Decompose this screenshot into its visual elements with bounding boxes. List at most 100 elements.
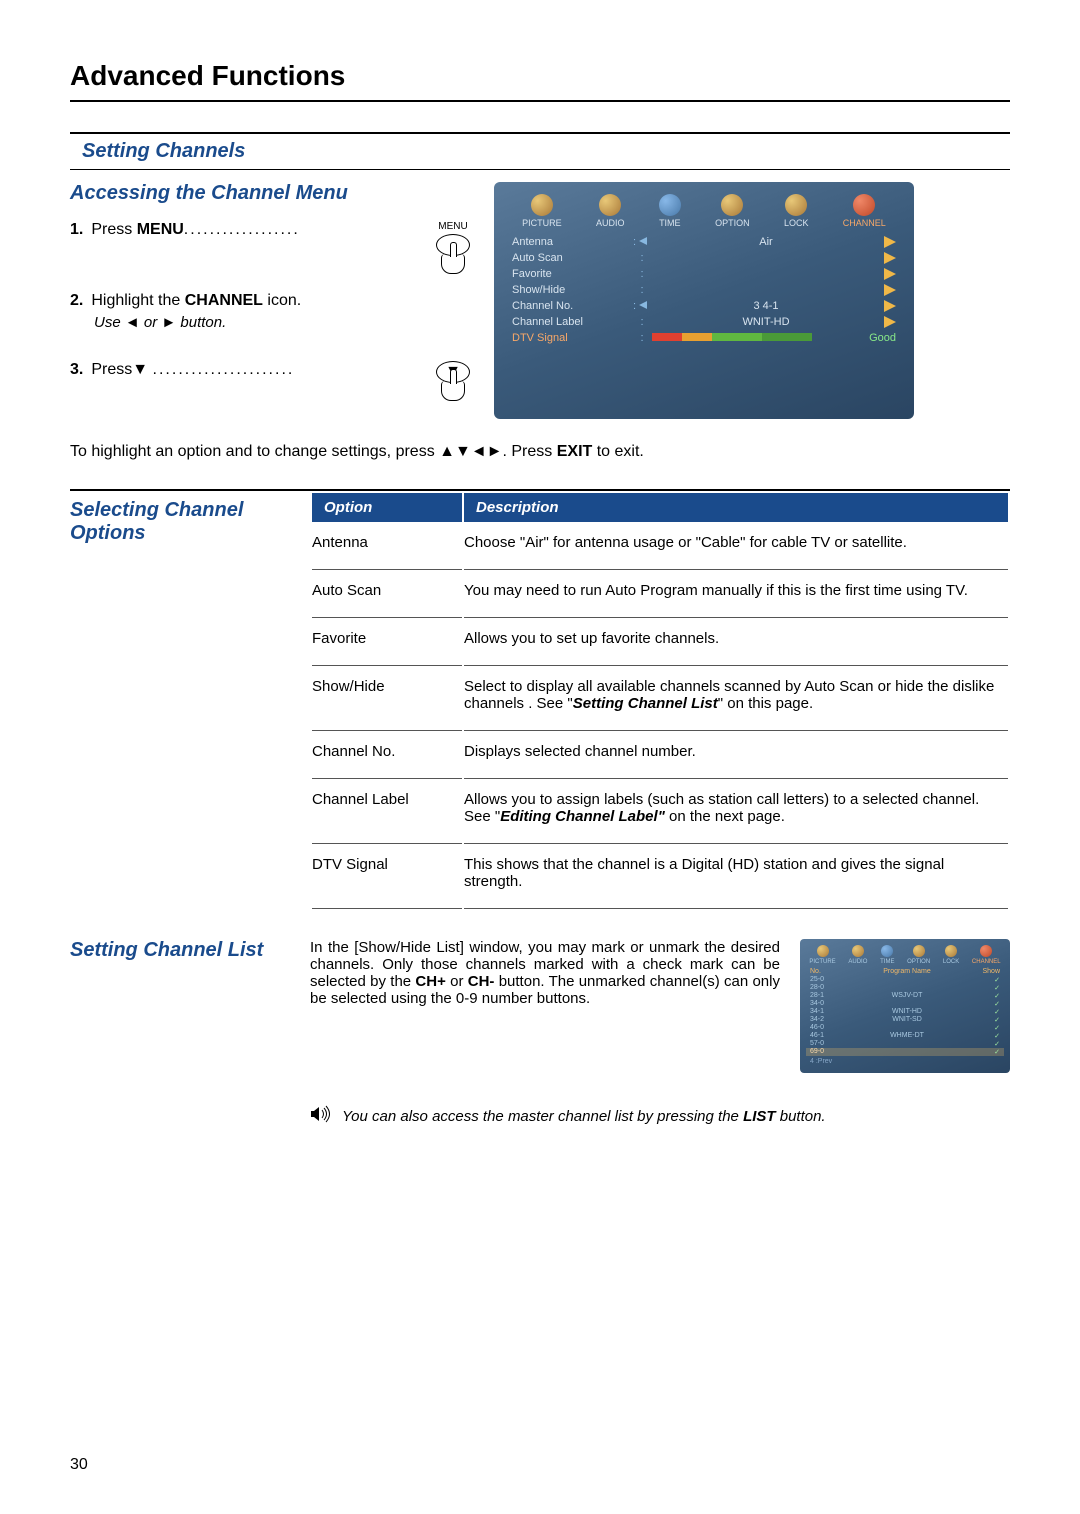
page-number: 30 <box>70 1456 88 1474</box>
ch-name: WSJV-DT <box>838 992 976 1000</box>
text: To highlight an option and to change set… <box>70 443 439 460</box>
text: Press <box>91 361 132 378</box>
text: Use <box>94 314 125 331</box>
check-icon: ✓ <box>976 992 1000 1000</box>
osd-label: Channel No. <box>512 300 632 312</box>
osd-tab-time: TIME <box>659 194 681 228</box>
page-title: Advanced Functions <box>70 60 1010 102</box>
osd-screenshot: PICTURE AUDIO TIME OPTION LOCK CHANNEL A… <box>494 182 914 419</box>
ch-name <box>838 984 976 992</box>
signal-bar <box>652 332 869 344</box>
option-name: Favorite <box>312 620 462 666</box>
arrow-icon <box>884 316 896 328</box>
option-name: Channel Label <box>312 781 462 844</box>
table-row: Auto ScanYou may need to run Auto Progra… <box>312 572 1008 618</box>
osd-row: Channel No.: 3 4-1 <box>508 298 900 314</box>
head-name: Program Name <box>838 968 976 975</box>
text: button. <box>176 314 226 331</box>
arrow-icon <box>884 300 896 312</box>
osd-sep: : <box>632 316 652 328</box>
ch-no: 69-0 <box>810 1048 838 1056</box>
osd-tabs: PICTURE AUDIO TIME OPTION LOCK CHANNEL <box>508 194 900 228</box>
list-row: 34-2WNIT-SD✓ <box>806 1016 1004 1024</box>
check-icon: ✓ <box>976 1016 1000 1024</box>
osd-sep: : <box>632 236 652 248</box>
ch-no: 34-1 <box>810 1008 838 1016</box>
osd-sep: : <box>632 252 652 264</box>
arrow-icon <box>884 252 896 264</box>
text: to exit. <box>592 443 644 460</box>
osd-tab-picture: PICTURE <box>522 194 562 228</box>
signal-good: Good <box>869 332 896 344</box>
step-num: 3. <box>70 361 83 379</box>
option-name: DTV Signal <box>312 846 462 909</box>
text: icon. <box>263 292 301 309</box>
option-desc: Displays selected channel number. <box>464 733 1008 779</box>
ch-no: 28-1 <box>810 992 838 1000</box>
option-name: Auto Scan <box>312 572 462 618</box>
col-option: Option <box>312 493 462 522</box>
arrow-icon <box>884 236 896 248</box>
osd-tab: OPTION <box>907 945 930 965</box>
osd-sep: : <box>632 300 652 312</box>
down-button-icon: ▼ <box>436 361 470 401</box>
table-row: Show/HideSelect to display all available… <box>312 668 1008 731</box>
option-desc: Select to display all available channels… <box>464 668 1008 731</box>
osd-sep: : <box>632 284 652 296</box>
osd-tab-audio: AUDIO <box>596 194 625 228</box>
check-icon: ✓ <box>976 1024 1000 1032</box>
check-icon: ✓ <box>976 1048 1000 1056</box>
arrow-icon <box>884 284 896 296</box>
section-heading: Setting Channels <box>70 132 1010 170</box>
step-text: Press▼ ...................... <box>91 361 428 379</box>
list-row: 46-1WHME-DT✓ <box>806 1032 1004 1040</box>
list-row: 57-0✓ <box>806 1040 1004 1048</box>
ch-name <box>838 1040 976 1048</box>
osd-row: Show/Hide: <box>508 282 900 298</box>
dots: ...................... <box>153 361 295 378</box>
check-icon: ✓ <box>976 1008 1000 1016</box>
table-row: DTV SignalThis shows that the channel is… <box>312 846 1008 909</box>
step-text: Press MENU.................. <box>91 221 428 239</box>
step-3: 3. Press▼ ...................... ▼ <box>70 361 470 401</box>
ch-name <box>838 1048 976 1056</box>
osd-label: DTV Signal <box>512 332 632 344</box>
osd-row: Channel Label:WNIT-HD <box>508 314 900 330</box>
ch-no: 34-2 <box>810 1016 838 1024</box>
ch-no: 46-0 <box>810 1024 838 1032</box>
osd-sep: : <box>632 332 652 344</box>
osd-tab-option: OPTION <box>715 194 750 228</box>
arrows: ▲▼◄► <box>439 443 502 460</box>
speaker-icon <box>310 1105 332 1128</box>
osd-tab: TIME <box>880 945 894 965</box>
step-1: 1. Press MENU.................. MENU <box>70 221 470 274</box>
ch-no: 57-0 <box>810 1040 838 1048</box>
tip-row: You can also access the master channel l… <box>310 1105 1010 1128</box>
check-icon: ✓ <box>976 1000 1000 1008</box>
menu-button-icon: MENU <box>436 221 470 274</box>
list-heading: Setting Channel List <box>70 939 290 962</box>
option-name: Channel No. <box>312 733 462 779</box>
text: You can also access the master channel l… <box>342 1108 743 1125</box>
osd-label: Favorite <box>512 268 632 280</box>
osd-list-screenshot: PICTURE AUDIO TIME OPTION LOCK CHANNEL N… <box>800 939 1010 1073</box>
osd-label: Antenna <box>512 236 632 248</box>
text: or <box>446 973 468 990</box>
arrow-icon <box>884 268 896 280</box>
step-text: Highlight the CHANNEL icon. <box>91 292 470 310</box>
option-desc: Choose "Air" for antenna usage or "Cable… <box>464 524 1008 570</box>
osd-footer: 4 :Prev <box>806 1056 1004 1067</box>
osd-tab: AUDIO <box>848 945 867 965</box>
instruction-line: To highlight an option and to change set… <box>70 443 1010 461</box>
ch-no: 28-0 <box>810 984 838 992</box>
list-row: 46-0 ✓ <box>806 1024 1004 1032</box>
chplus: CH+ <box>415 973 445 990</box>
selecting-heading: Selecting Channel Options <box>70 499 290 545</box>
menu-bold: MENU <box>137 221 184 238</box>
list-row: 34-1WNIT-HD✓ <box>806 1008 1004 1016</box>
ch-name <box>838 1024 976 1032</box>
table-row: AntennaChoose "Air" for antenna usage or… <box>312 524 1008 570</box>
list-row: 34-0✓ <box>806 1000 1004 1008</box>
exit-bold: EXIT <box>557 443 593 460</box>
text: . Press <box>502 443 556 460</box>
